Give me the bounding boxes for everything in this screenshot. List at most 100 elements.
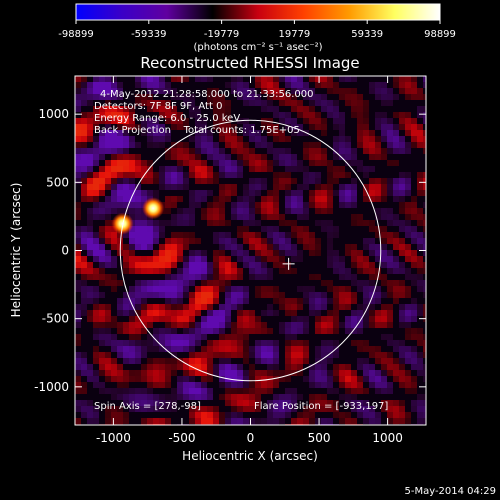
image-pixel [135,268,141,274]
image-pixel [183,376,189,382]
image-pixel [189,304,195,310]
image-pixel [225,298,231,304]
image-pixel [369,178,375,184]
image-pixel [183,274,189,280]
image-pixel [87,118,93,124]
image-pixel [249,394,255,400]
image-pixel [315,100,321,106]
image-pixel [309,202,315,208]
image-pixel [303,292,309,298]
image-pixel [393,346,399,352]
image-pixel [333,112,339,118]
image-pixel [261,100,267,106]
image-pixel [195,406,201,412]
image-pixel [189,208,195,214]
image-pixel [177,394,183,400]
image-pixel [279,154,285,160]
image-pixel [279,172,285,178]
image-pixel [123,412,129,418]
image-pixel [93,148,99,154]
image-pixel [261,142,267,148]
image-pixel [273,112,279,118]
image-pixel [87,286,93,292]
image-pixel [207,220,213,226]
image-pixel [159,232,165,238]
image-pixel [231,82,237,88]
image-pixel [225,394,231,400]
image-pixel [201,160,207,166]
image-pixel [273,364,279,370]
image-pixel [375,358,381,364]
image-pixel [249,400,255,406]
image-pixel [171,292,177,298]
image-pixel [423,220,426,226]
image-pixel [291,226,297,232]
image-pixel [189,352,195,358]
image-pixel [195,262,201,268]
image-pixel [405,322,411,328]
image-pixel [285,412,291,418]
image-pixel [165,328,171,334]
image-pixel [309,304,315,310]
image-pixel [423,406,426,412]
image-pixel [153,88,159,94]
image-pixel [147,406,153,412]
image-pixel [165,178,171,184]
image-pixel [81,238,87,244]
image-pixel [399,190,405,196]
image-pixel [129,184,135,190]
x-tick-label: 1000 [372,431,403,445]
image-pixel [327,328,333,334]
image-pixel [93,178,99,184]
image-pixel [249,184,255,190]
image-pixel [285,304,291,310]
image-pixel [255,142,261,148]
image-pixel [225,166,231,172]
image-pixel [207,148,213,154]
image-pixel [315,196,321,202]
image-pixel [213,352,219,358]
image-pixel [267,250,273,256]
image-pixel [315,154,321,160]
image-pixel [111,130,117,136]
image-pixel [369,274,375,280]
image-pixel [327,262,333,268]
image-pixel [147,226,153,232]
image-pixel [279,94,285,100]
image-pixel [117,172,123,178]
image-pixel [231,124,237,130]
image-pixel [153,130,159,136]
image-pixel [87,130,93,136]
image-pixel [417,418,423,424]
image-pixel [255,82,261,88]
image-pixel [387,382,393,388]
image-pixel [81,280,87,286]
image-pixel [99,226,105,232]
image-pixel [111,172,117,178]
image-pixel [129,268,135,274]
image-pixel [213,232,219,238]
image-pixel [315,382,321,388]
image-pixel [297,214,303,220]
image-pixel [135,322,141,328]
image-pixel [189,256,195,262]
image-pixel [231,244,237,250]
image-pixel [291,406,297,412]
image-pixel [213,220,219,226]
image-pixel [351,292,357,298]
image-pixel [405,112,411,118]
image-pixel [147,118,153,124]
image-pixel [117,370,123,376]
image-pixel [153,292,159,298]
image-pixel [171,250,177,256]
image-pixel [159,142,165,148]
image-pixel [81,268,87,274]
image-pixel [327,112,333,118]
image-pixel [333,316,339,322]
image-pixel [75,76,81,82]
image-pixel [183,244,189,250]
image-pixel [393,76,399,82]
image-pixel [93,124,99,130]
image-pixel [381,274,387,280]
image-pixel [255,418,261,424]
